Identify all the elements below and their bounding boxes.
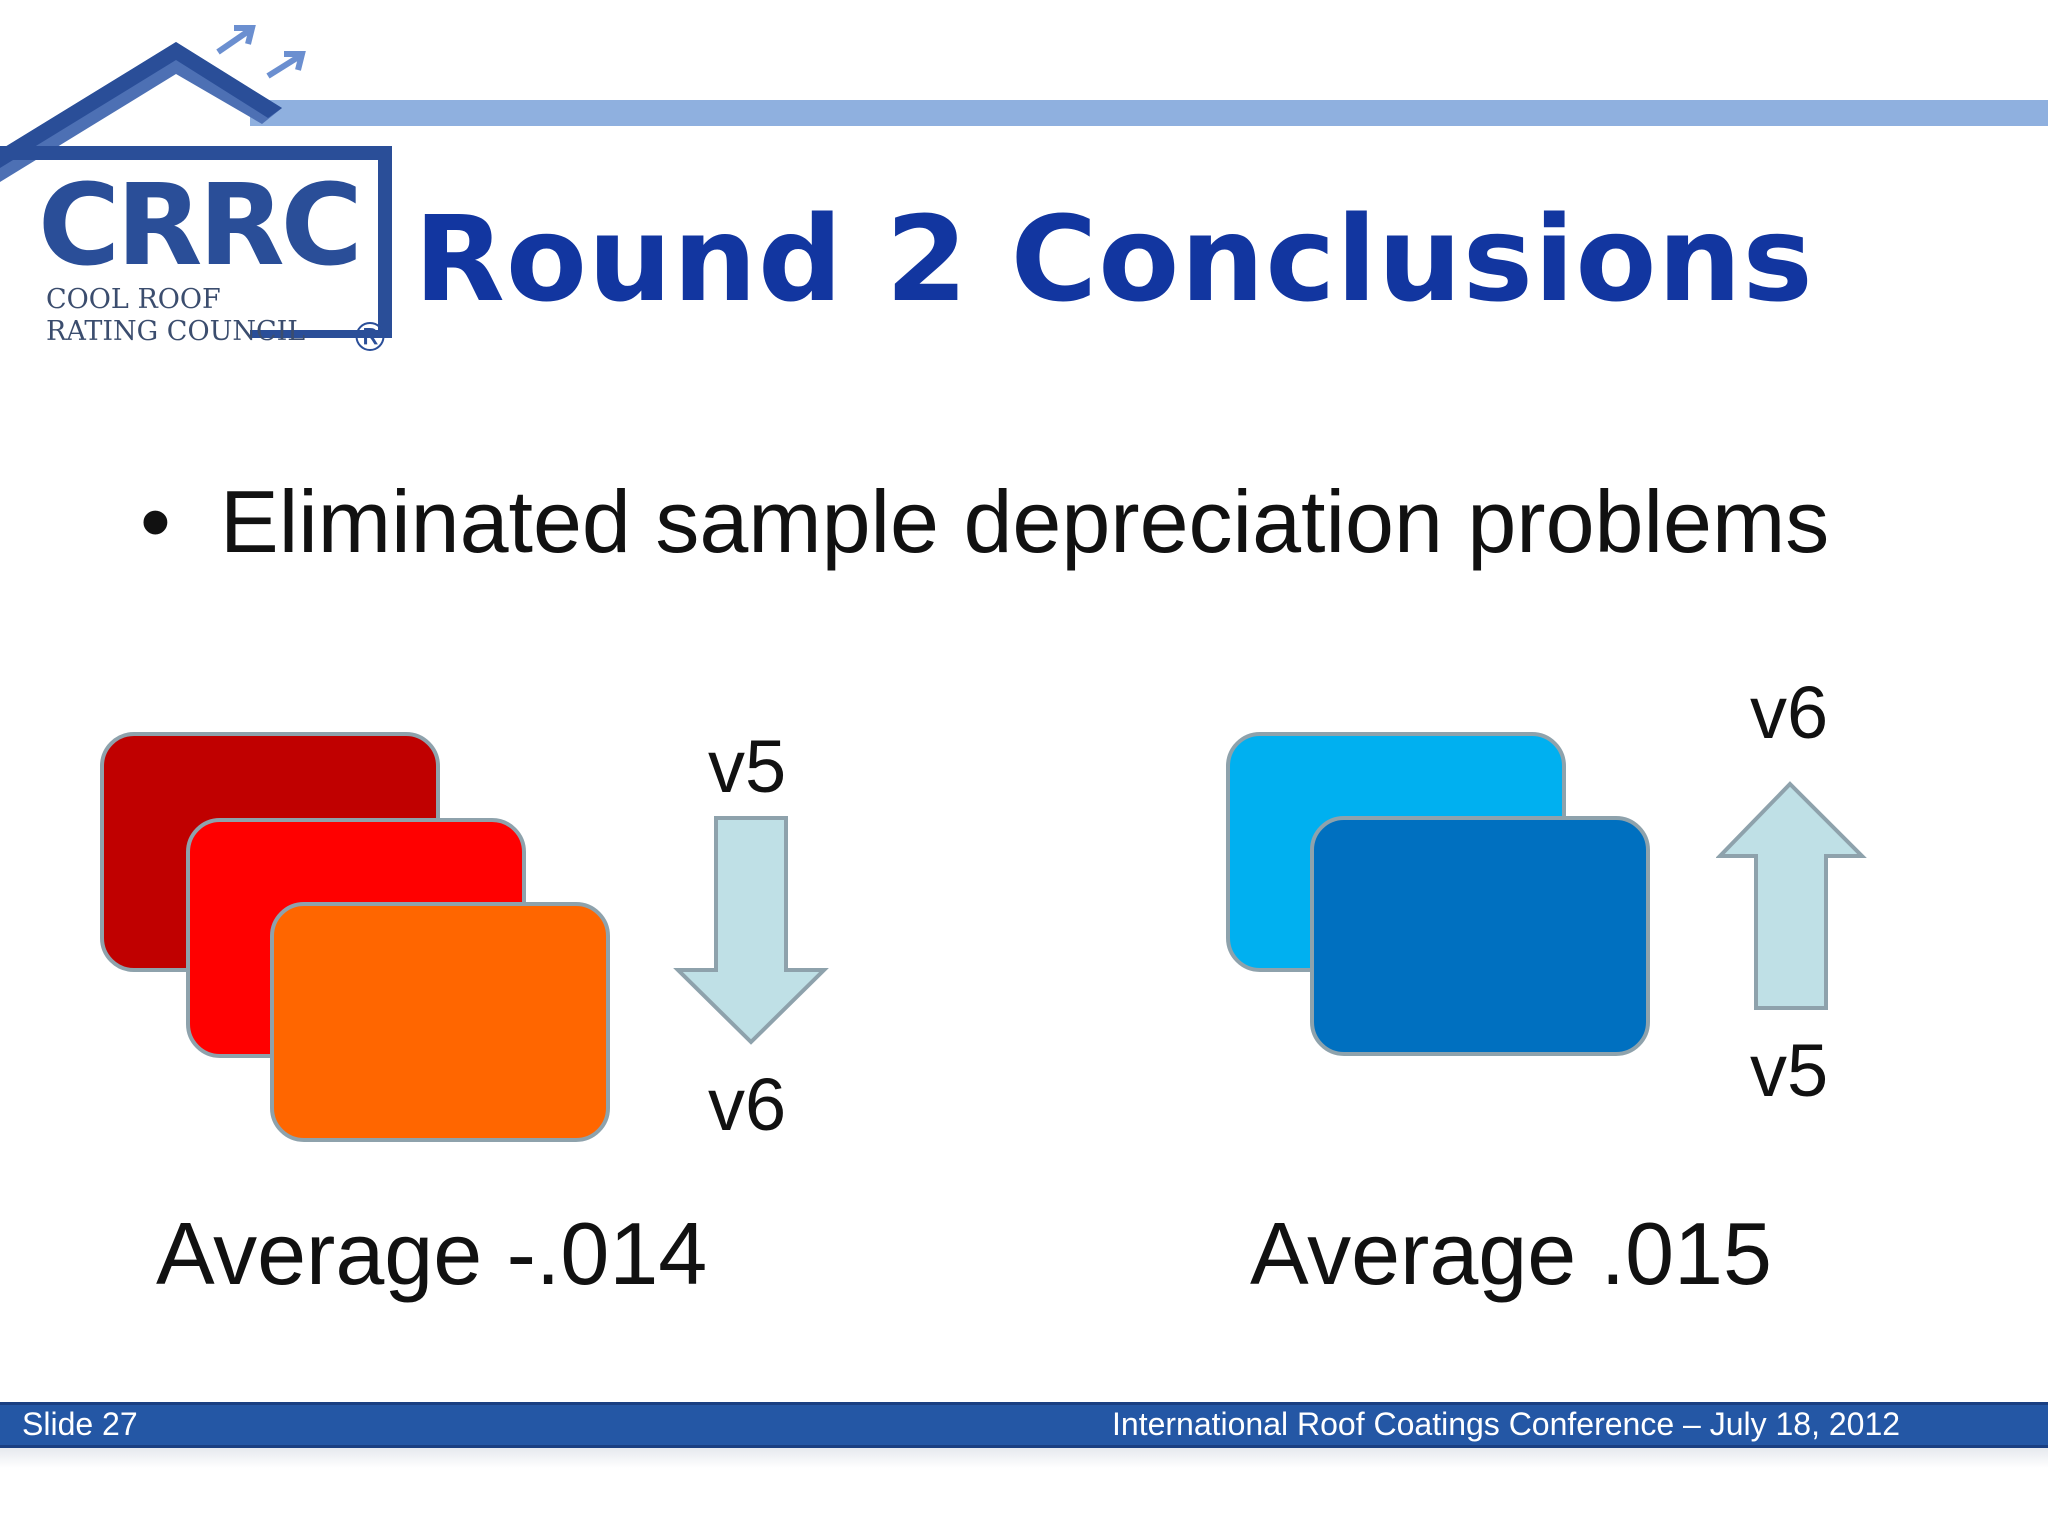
bullet-glyph: • (140, 472, 171, 571)
left-card-front (270, 902, 610, 1142)
left-label-bottom: v6 (708, 1063, 787, 1146)
left-label-top: v5 (708, 725, 787, 808)
crrc-logo (0, 25, 2048, 338)
logo-mark: CRRC (38, 161, 363, 291)
left-average: Average -.014 (156, 1204, 708, 1303)
slide-title: Round 2 Conclusions (414, 190, 1814, 328)
right-average: Average .015 (1250, 1204, 1772, 1303)
logo-line1: COOL ROOF (46, 284, 221, 315)
footer-shadow (0, 1448, 2048, 1468)
up-arrow-icon (1716, 781, 1867, 1010)
footer-event: International Roof Coatings Conference –… (1112, 1406, 1901, 1442)
right-label-top: v6 (1750, 671, 1829, 754)
logo-line2: RATING COUNCIL (46, 316, 306, 347)
registered-mark: ® (350, 315, 390, 361)
slide-number: Slide 27 (22, 1406, 138, 1442)
header-rule (250, 100, 2048, 126)
down-arrow-icon (673, 816, 829, 1045)
arrow-up-right-icon (216, 25, 306, 79)
bullet-text: Eliminated sample depreciation problems (220, 472, 1830, 571)
right-card-front (1310, 816, 1650, 1056)
bullet-item: • Eliminated sample depreciation problems (140, 478, 1829, 566)
right-label-bottom: v5 (1750, 1029, 1829, 1112)
footer-bar (0, 1402, 2048, 1448)
